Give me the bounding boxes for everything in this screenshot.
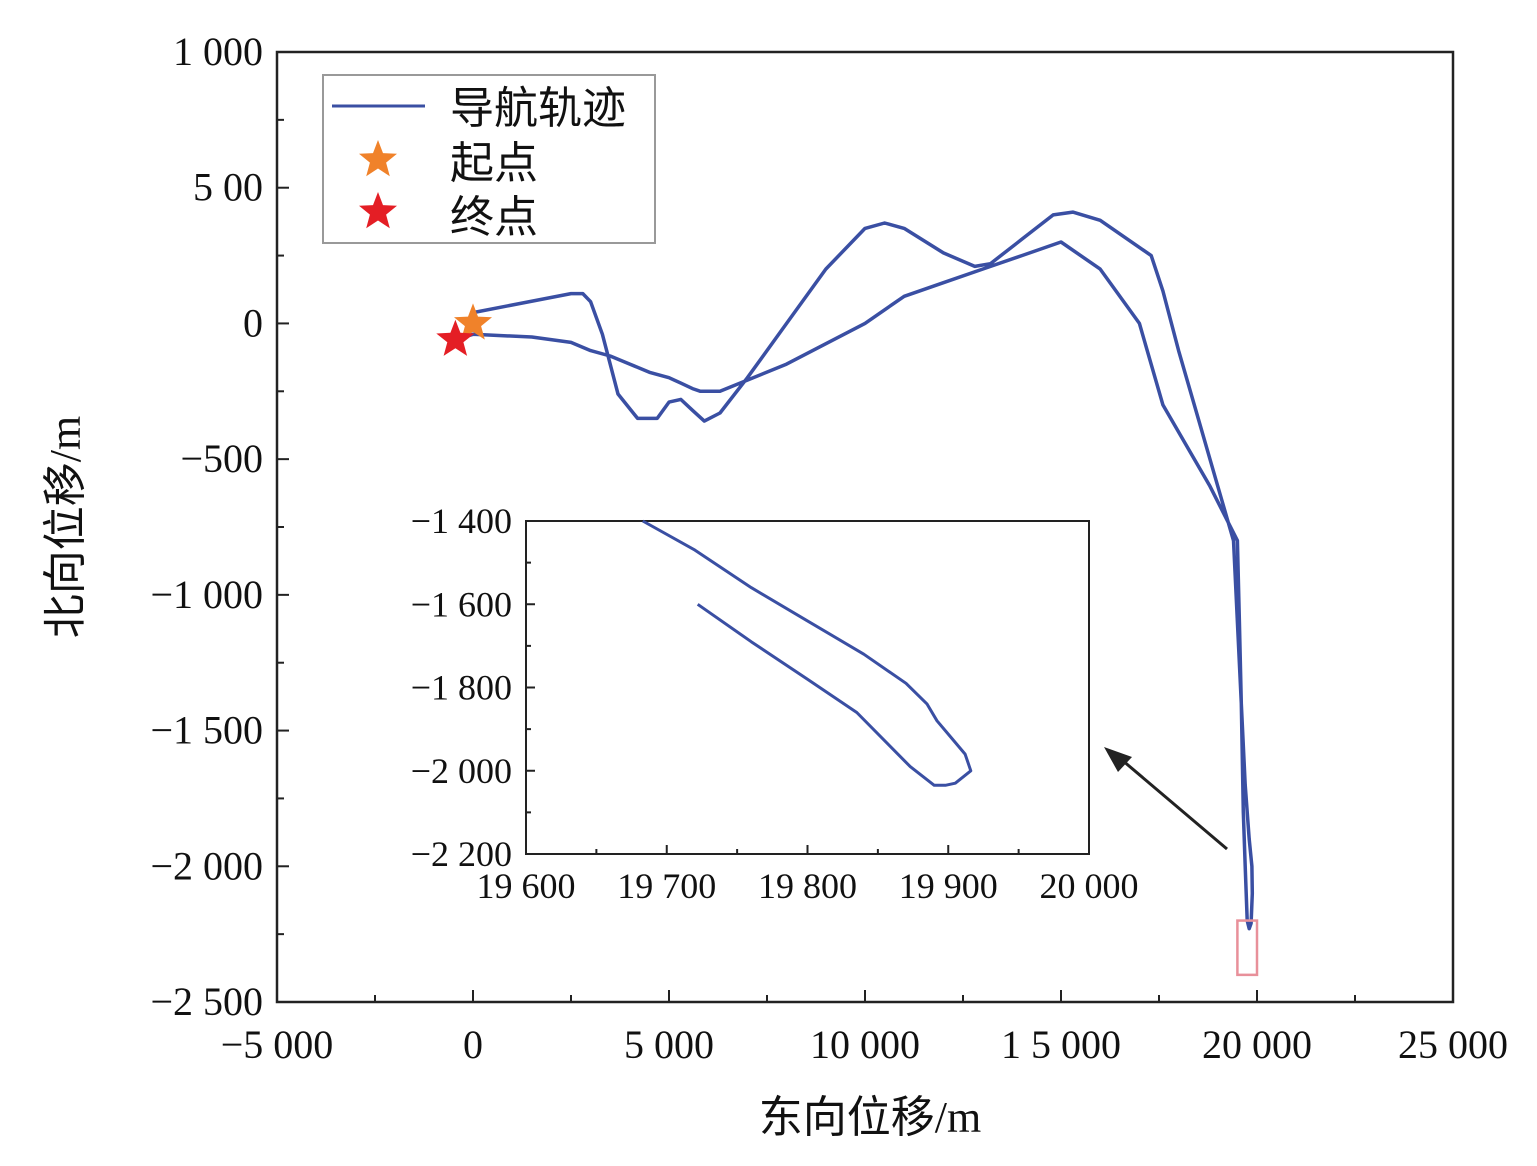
main-markers-layer xyxy=(436,303,492,356)
inset-plot: 19 600 19 700 19 800 19 900 20 000 −1 400−1 … xyxy=(411,501,1139,906)
main-series-layer xyxy=(454,210,1259,977)
arrow-head xyxy=(1104,747,1132,772)
inset-x-tick-label: 19 600 xyxy=(477,866,576,906)
x-tick-label: 25 000 xyxy=(1398,1022,1508,1067)
y-axis-label: 北向位移/m xyxy=(41,416,90,638)
legend-item-start: 起点 xyxy=(450,139,538,188)
y-tick-label: 5 00 xyxy=(193,165,263,210)
y-tick-label: 0 xyxy=(243,300,263,345)
inset-x-tick-label: 19 700 xyxy=(617,866,716,906)
inset-x-axis: 19 600 19 700 19 800 19 900 20 000 xyxy=(477,845,1139,906)
x-tick-label: 5 000 xyxy=(624,1022,714,1067)
legend-item-end: 终点 xyxy=(450,193,538,242)
main-plot: −5 000 0 5 000 10 000 1 5 000 20 000 25 000 1 … xyxy=(41,29,1508,1142)
end-point-star-icon xyxy=(436,319,475,356)
main-y-axis: 1 000 5 00 0 −500 −1 000 −1 500 −2 000 −2 500 xyxy=(150,29,289,1024)
legend-end-star-icon xyxy=(359,192,397,229)
legend-item-trajectory: 导航轨迹 xyxy=(450,84,626,133)
inset-y-axis: −1 400 −1 600 −1 800 −2 000 −2 200 xyxy=(411,501,535,874)
x-tick-label: 10 000 xyxy=(810,1022,920,1067)
y-tick-label: −2 500 xyxy=(150,979,263,1024)
main-x-axis: −5 000 0 5 000 10 000 1 5 000 20 000 25 000 xyxy=(221,990,1508,1067)
series-line-navigation-trajectory xyxy=(454,210,1255,931)
y-tick-label: −500 xyxy=(180,436,263,481)
inset-x-tick-label: 19 800 xyxy=(758,866,857,906)
y-tick-label: 1 000 xyxy=(173,29,263,74)
zoom-arrow xyxy=(1104,747,1228,851)
zoom-highlight-box xyxy=(1236,919,1259,977)
inset-y-tick-label: −2 000 xyxy=(411,751,512,791)
inset-y-tick-label: −1 800 xyxy=(411,668,512,708)
inset-x-tick-label: 19 900 xyxy=(899,866,998,906)
inset-y-tick-label: −2 200 xyxy=(411,834,512,874)
inset-plot-frame xyxy=(525,520,1090,855)
legend-start-star-icon xyxy=(359,140,397,177)
y-tick-label: −1 500 xyxy=(150,708,263,753)
inset-y-tick-label: −1 600 xyxy=(411,584,512,624)
y-tick-label: −2 000 xyxy=(150,843,263,888)
x-tick-label: −5 000 xyxy=(221,1022,334,1067)
x-tick-label: 0 xyxy=(463,1022,483,1067)
x-tick-label: 1 5 000 xyxy=(1001,1022,1121,1067)
x-axis-label: 东向位移/m xyxy=(759,1093,981,1142)
x-tick-label: 20 000 xyxy=(1202,1022,1312,1067)
inset-series-line xyxy=(642,519,973,787)
y-tick-label: −1 000 xyxy=(150,572,263,617)
inset-y-tick-label: −1 400 xyxy=(411,501,512,541)
start-point-star-icon xyxy=(454,303,492,340)
legend: 导航轨迹 起点 终点 xyxy=(322,74,656,244)
inset-x-tick-label: 20 000 xyxy=(1040,866,1139,906)
inset-series-layer xyxy=(642,519,973,787)
